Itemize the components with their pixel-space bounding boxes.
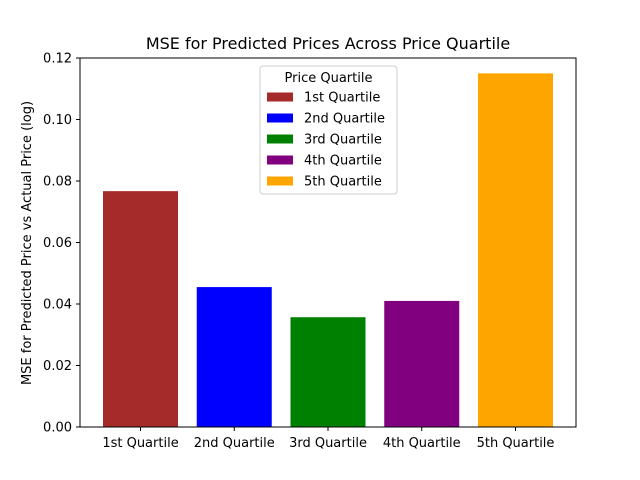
- legend-label-4: 4th Quartile: [304, 154, 382, 169]
- legend-title: Price Quartile: [285, 71, 373, 86]
- legend-box: [259, 65, 398, 195]
- x-axis: 1st Quartile 2nd Quartile 3rd Quartile 4th …: [102, 427, 554, 451]
- x-tick-label: 1st Quartile: [102, 436, 178, 451]
- y-tick-label: 0.12: [43, 52, 72, 67]
- bar-3: [290, 317, 366, 427]
- y-axis: 0.00 0.02 0.04 0.06 0.08 0.10 0.12: [43, 52, 80, 436]
- bar-1: [103, 191, 178, 427]
- bars-group: [103, 73, 553, 427]
- y-tick-label: 0.08: [43, 175, 72, 190]
- legend-label-3: 3rd Quartile: [304, 133, 382, 148]
- legend-label-2: 2nd Quartile: [304, 112, 385, 127]
- legend-swatch-4: [267, 155, 293, 165]
- legend: Price Quartile 1st Quartile 2nd Quartile 3r…: [259, 65, 398, 195]
- y-tick-label: 0.04: [43, 298, 72, 313]
- legend-label-5: 5th Quartile: [304, 175, 382, 190]
- x-tick-label: 2nd Quartile: [194, 436, 275, 451]
- y-tick-label: 0.00: [43, 421, 72, 436]
- legend-label-1: 1st Quartile: [304, 91, 380, 106]
- legend-swatch-5: [267, 176, 293, 186]
- x-tick-label: 4th Quartile: [383, 436, 461, 451]
- chart-title: MSE for Predicted Prices Across Price Qu…: [146, 34, 510, 53]
- x-tick-label: 5th Quartile: [477, 436, 555, 451]
- bar-2: [196, 287, 272, 427]
- y-tick-label: 0.10: [43, 113, 72, 128]
- y-axis-label: MSE for Predicted Price vs Actual Price …: [20, 101, 35, 385]
- y-tick-label: 0.02: [43, 359, 72, 374]
- bar-5: [478, 73, 553, 427]
- bar-4: [384, 300, 460, 427]
- legend-swatch-3: [267, 134, 293, 144]
- legend-swatch-1: [267, 92, 293, 102]
- plot-frame: [79, 57, 577, 428]
- y-tick-label: 0.06: [43, 236, 72, 251]
- x-tick-label: 3rd Quartile: [289, 436, 367, 451]
- legend-swatch-2: [267, 113, 293, 123]
